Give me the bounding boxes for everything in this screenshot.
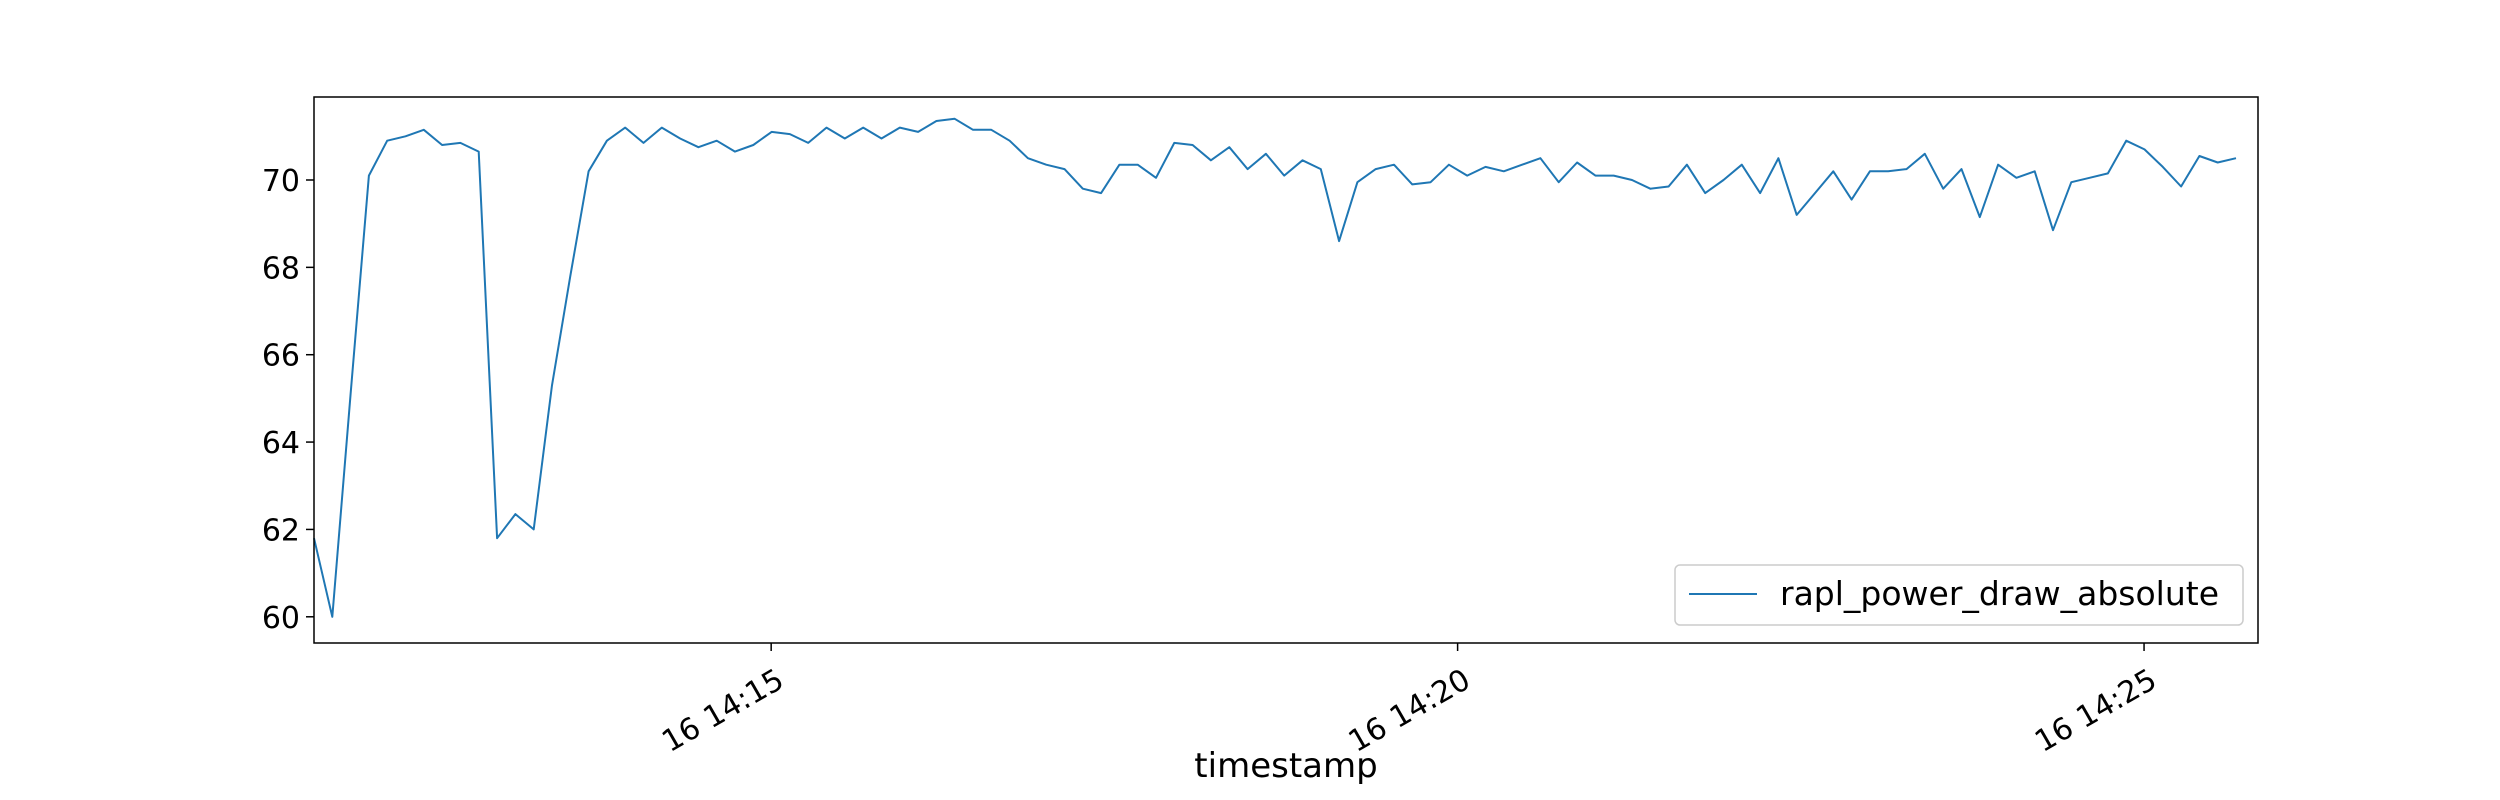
y-tick-label: 68 xyxy=(262,251,300,286)
y-tick-label: 60 xyxy=(262,601,300,636)
legend-label: rapl_power_draw_absolute xyxy=(1780,574,2219,613)
y-axis: 60 62 64 66 68 70 xyxy=(262,164,314,636)
legend-box xyxy=(1674,564,2244,626)
y-tick-label: 64 xyxy=(262,426,300,461)
y-tick-label: 62 xyxy=(262,513,300,548)
series-line-0 xyxy=(313,117,2237,618)
plot-frame xyxy=(313,96,2259,644)
series-layer xyxy=(313,117,2237,618)
legend: rapl_power_draw_absolute xyxy=(1674,564,2244,626)
x-axis-label: timestamp xyxy=(1194,746,1377,786)
y-tick-label: 70 xyxy=(262,164,300,199)
y-tick-label: 66 xyxy=(262,339,300,374)
